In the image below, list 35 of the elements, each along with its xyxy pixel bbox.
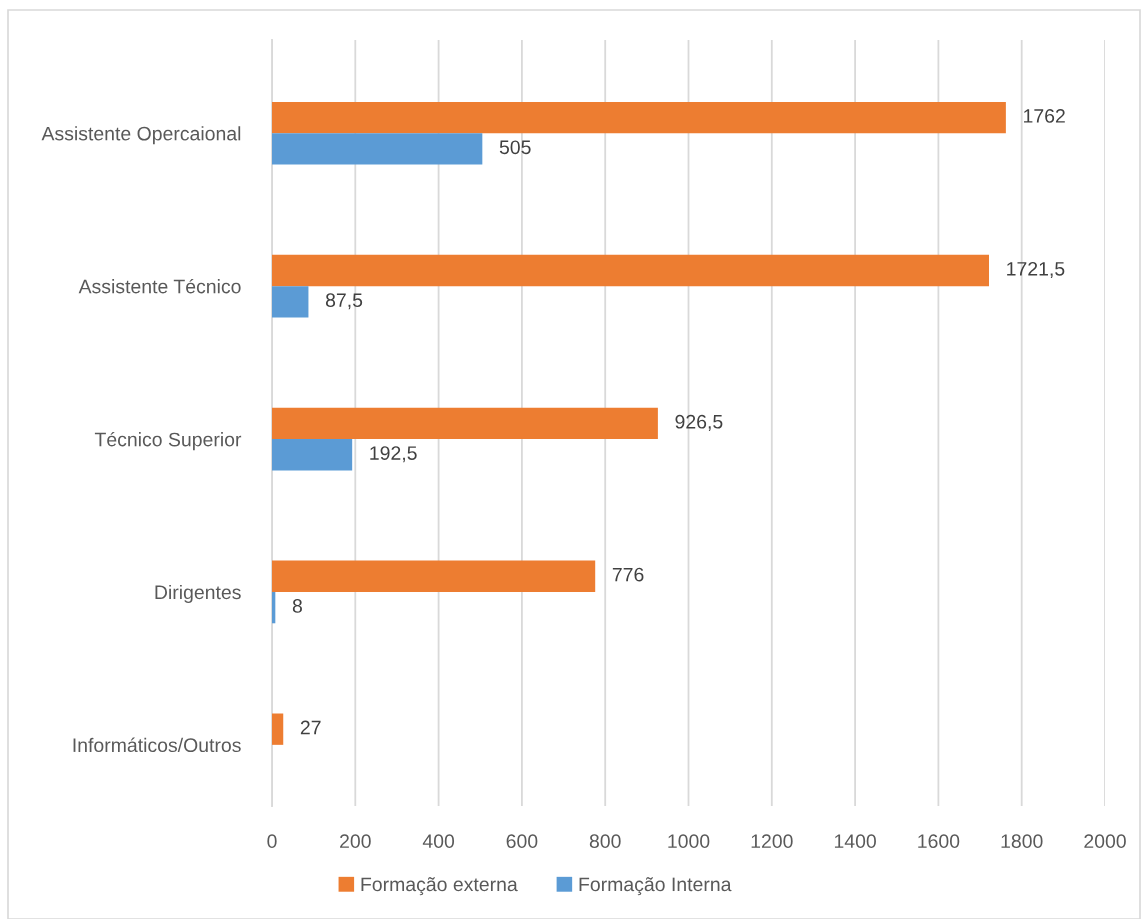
y-tick-label: Assistente Técnico: [78, 278, 241, 294]
y-tick-label: Informáticos/Outros: [73, 737, 241, 753]
x-tick-label: 1600: [918, 834, 960, 849]
x-tick-label: 1800: [1001, 834, 1043, 849]
data-label: 192,5: [370, 446, 417, 463]
bar: [272, 713, 284, 745]
x-tick-label: 800: [589, 834, 621, 849]
data-label: 1721,5: [1007, 261, 1065, 278]
y-tick-label: Assistente Opercaional: [41, 126, 241, 145]
legend-label: Formação externa: [361, 877, 518, 896]
data-label: 926,5: [675, 414, 723, 431]
data-label: 776: [612, 567, 644, 582]
bar: [272, 439, 353, 471]
x-tick-label: 200: [340, 834, 371, 849]
legend-label: Formação Interna: [579, 877, 732, 896]
x-tick-label: 0: [267, 834, 277, 849]
x-tick-label: 1000: [668, 834, 710, 849]
y-tick-label: Técnico Superior: [94, 431, 242, 451]
x-tick-label: 1400: [834, 834, 876, 849]
bar: [272, 254, 989, 287]
x-tick-label: 600: [506, 834, 538, 849]
bar: [272, 101, 1006, 134]
x-tick-label: 400: [422, 834, 455, 849]
data-label: 505: [499, 140, 531, 155]
x-tick-label: 2000: [1084, 834, 1126, 849]
data-label: 1762: [1024, 109, 1065, 123]
bar: [272, 286, 309, 318]
bar: [272, 133, 483, 165]
bar: [272, 560, 596, 592]
data-label: 27: [300, 720, 321, 735]
bar: [272, 407, 658, 440]
data-label: 8: [292, 599, 302, 613]
data-label: 87,5: [325, 293, 363, 310]
x-tick-label: 1200: [751, 834, 793, 849]
y-tick-label: Dirigentes: [155, 584, 241, 604]
